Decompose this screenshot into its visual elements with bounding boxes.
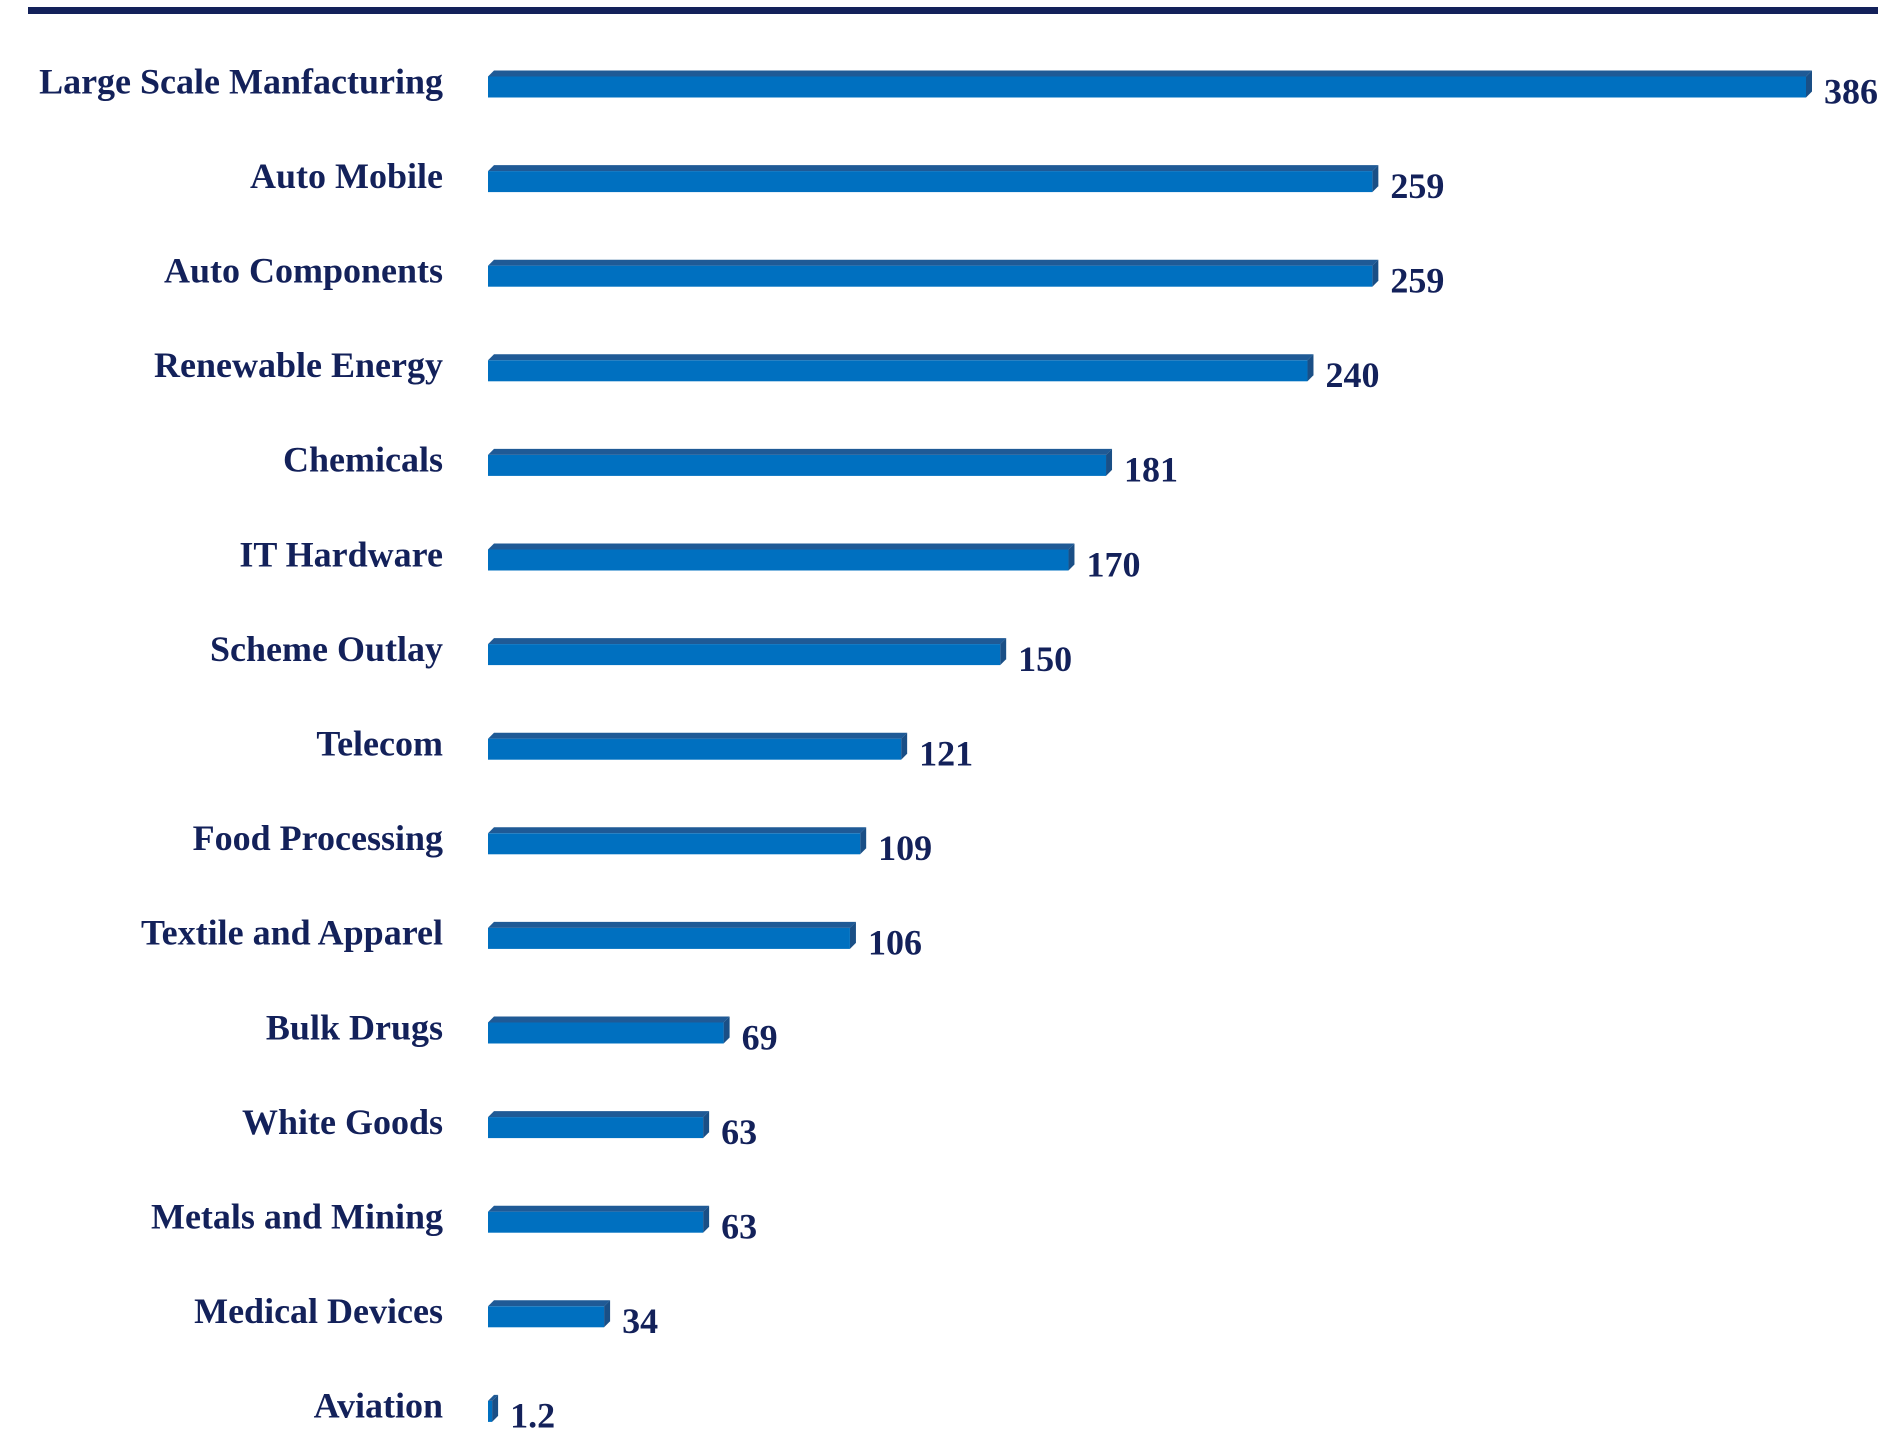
value-label: 259 <box>1390 166 1444 206</box>
category-label: White Goods <box>242 1102 443 1142</box>
category-label: Auto Components <box>164 250 443 290</box>
value-label: 150 <box>1018 639 1072 679</box>
bar <box>488 1022 724 1044</box>
bar-group: Renewable Energy 240 <box>154 345 1379 395</box>
bar-end-face <box>1307 354 1314 382</box>
bar-end-face <box>1000 638 1007 666</box>
bar-end-face <box>492 1394 499 1422</box>
bar-group: Food Processing 109 <box>193 818 933 868</box>
bar-group: Auto Components 259 <box>164 250 1444 300</box>
value-label: 63 <box>721 1112 757 1152</box>
value-label: 63 <box>721 1206 757 1246</box>
bar-end-face <box>1372 259 1379 287</box>
value-label: 170 <box>1086 544 1140 584</box>
bar-top-face <box>488 1300 611 1307</box>
bar-group: Bulk Drugs 69 <box>266 1007 778 1057</box>
value-label: 1.2 <box>510 1396 555 1431</box>
bar-group: Auto Mobile 259 <box>250 156 1444 206</box>
bar-top-face <box>488 732 908 739</box>
bar <box>488 1400 493 1422</box>
category-label: Chemicals <box>283 440 443 480</box>
bar <box>488 644 1001 666</box>
value-label: 109 <box>878 828 932 868</box>
top-rule <box>28 7 1878 14</box>
bar-group: Aviation 1.2 <box>314 1386 555 1431</box>
bar-top-face <box>488 543 1075 550</box>
bar-group: IT Hardware 170 <box>239 534 1140 584</box>
bar-top-face <box>488 448 1113 455</box>
value-label: 106 <box>868 923 922 963</box>
bar <box>488 1117 704 1139</box>
category-label: Aviation <box>314 1386 443 1426</box>
bar-top-face <box>488 354 1314 361</box>
category-label: IT Hardware <box>239 534 443 574</box>
category-label: Renewable Energy <box>154 345 443 385</box>
bar-end-face <box>849 921 856 949</box>
bar <box>488 454 1107 476</box>
bar-group: Chemicals 181 <box>283 440 1178 490</box>
bar <box>488 360 1308 382</box>
bar-top-face <box>488 921 856 928</box>
value-label: 386 <box>1824 71 1878 111</box>
bar <box>488 927 850 949</box>
bar-group: Large Scale Manfacturing 386 <box>39 61 1878 111</box>
bar-group: White Goods 63 <box>242 1102 757 1152</box>
bar-end-face <box>604 1300 611 1328</box>
bar <box>488 171 1373 193</box>
bar <box>488 76 1806 98</box>
value-label: 121 <box>919 733 973 773</box>
value-label: 69 <box>742 1017 778 1057</box>
bar-group: Metals and Mining 63 <box>151 1196 757 1246</box>
bar <box>488 549 1069 571</box>
bar <box>488 265 1373 287</box>
bar-top-face <box>488 259 1379 266</box>
bar-end-face <box>1068 543 1075 571</box>
value-label: 181 <box>1124 450 1178 490</box>
category-label: Textile and Apparel <box>141 913 443 953</box>
bar <box>488 1306 605 1328</box>
value-label: 240 <box>1325 355 1379 395</box>
bar-top-face <box>488 70 1812 77</box>
bars-layer: Large Scale Manfacturing 386 Auto Mobile 25… <box>39 61 1878 1431</box>
bar-end-face <box>1372 165 1379 193</box>
bar-top-face <box>488 1016 730 1023</box>
bar-top-face <box>488 165 1379 172</box>
bar-end-face <box>1806 70 1812 98</box>
bar-end-face <box>860 827 867 855</box>
bar-group: Telecom 121 <box>316 723 973 773</box>
bar-end-face <box>901 732 908 760</box>
category-label: Auto Mobile <box>250 156 443 196</box>
bar-group: Scheme Outlay 150 <box>210 629 1072 679</box>
bar-end-face <box>703 1111 710 1139</box>
bar-group: Medical Devices 34 <box>194 1291 658 1341</box>
category-label: Telecom <box>316 723 443 763</box>
bar-end-face <box>1106 448 1113 476</box>
category-label: Bulk Drugs <box>266 1007 443 1047</box>
category-label: Food Processing <box>193 818 443 858</box>
category-label: Medical Devices <box>194 1291 443 1331</box>
bar-top-face <box>488 1111 710 1118</box>
bar-end-face <box>723 1016 730 1044</box>
bar-end-face <box>703 1205 710 1233</box>
category-label: Large Scale Manfacturing <box>39 61 443 101</box>
bar <box>488 1211 704 1233</box>
value-label: 259 <box>1390 260 1444 300</box>
bar <box>488 738 902 760</box>
bar-group: Textile and Apparel 106 <box>141 913 922 963</box>
bar-top-face <box>488 1205 710 1212</box>
value-label: 34 <box>622 1301 658 1341</box>
bar-top-face <box>488 1394 499 1401</box>
category-label: Scheme Outlay <box>210 629 443 669</box>
category-label: Metals and Mining <box>151 1196 443 1236</box>
bar-top-face <box>488 827 867 834</box>
bar-top-face <box>488 638 1007 645</box>
bar <box>488 833 861 855</box>
